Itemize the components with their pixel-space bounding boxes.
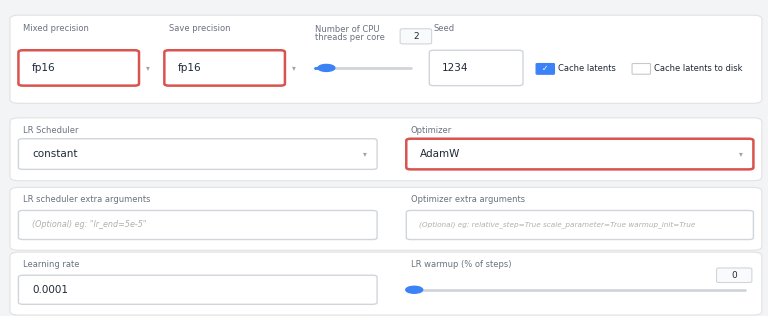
FancyBboxPatch shape bbox=[406, 210, 753, 240]
FancyBboxPatch shape bbox=[717, 268, 752, 283]
Text: constant: constant bbox=[32, 149, 78, 159]
Circle shape bbox=[406, 286, 422, 293]
Text: (Optional) eg: "lr_end=5e-5": (Optional) eg: "lr_end=5e-5" bbox=[32, 221, 147, 229]
FancyBboxPatch shape bbox=[18, 50, 139, 86]
Text: Cache latents: Cache latents bbox=[558, 64, 616, 73]
FancyBboxPatch shape bbox=[400, 29, 432, 44]
Text: Cache latents to disk: Cache latents to disk bbox=[654, 64, 743, 73]
Text: ▾: ▾ bbox=[292, 64, 296, 72]
Text: AdamW: AdamW bbox=[420, 149, 461, 159]
Text: 2: 2 bbox=[413, 32, 419, 41]
FancyBboxPatch shape bbox=[536, 64, 554, 74]
FancyBboxPatch shape bbox=[164, 50, 285, 86]
FancyBboxPatch shape bbox=[406, 139, 753, 169]
Text: (Optional) eg: relative_step=True scale_parameter=True warmup_init=True: (Optional) eg: relative_step=True scale_… bbox=[419, 222, 695, 228]
Text: Optimizer: Optimizer bbox=[411, 126, 452, 135]
Text: LR scheduler extra arguments: LR scheduler extra arguments bbox=[23, 196, 151, 204]
FancyBboxPatch shape bbox=[10, 118, 762, 181]
Text: Learning rate: Learning rate bbox=[23, 260, 80, 269]
Text: Number of CPU: Number of CPU bbox=[315, 25, 379, 34]
Text: ▾: ▾ bbox=[739, 149, 743, 159]
Text: threads per core: threads per core bbox=[315, 33, 385, 42]
FancyBboxPatch shape bbox=[18, 139, 377, 169]
Text: fp16: fp16 bbox=[178, 63, 202, 73]
Text: LR Scheduler: LR Scheduler bbox=[23, 126, 78, 135]
Text: Save precision: Save precision bbox=[169, 24, 230, 33]
FancyBboxPatch shape bbox=[18, 210, 377, 240]
FancyBboxPatch shape bbox=[10, 15, 762, 103]
Text: 0: 0 bbox=[731, 271, 737, 280]
FancyBboxPatch shape bbox=[429, 50, 523, 86]
Text: ▾: ▾ bbox=[146, 64, 151, 72]
Text: Mixed precision: Mixed precision bbox=[23, 24, 89, 33]
Text: Seed: Seed bbox=[434, 24, 455, 33]
Text: 1234: 1234 bbox=[442, 63, 468, 73]
FancyBboxPatch shape bbox=[632, 64, 650, 74]
Text: Optimizer extra arguments: Optimizer extra arguments bbox=[411, 196, 525, 204]
Circle shape bbox=[318, 64, 335, 71]
FancyBboxPatch shape bbox=[18, 275, 377, 304]
Text: ▾: ▾ bbox=[362, 149, 367, 159]
FancyBboxPatch shape bbox=[10, 252, 762, 315]
FancyBboxPatch shape bbox=[10, 187, 762, 250]
Text: fp16: fp16 bbox=[32, 63, 56, 73]
Text: 0.0001: 0.0001 bbox=[32, 285, 68, 295]
Text: ✓: ✓ bbox=[542, 64, 548, 73]
Text: LR warmup (% of steps): LR warmup (% of steps) bbox=[411, 260, 511, 269]
